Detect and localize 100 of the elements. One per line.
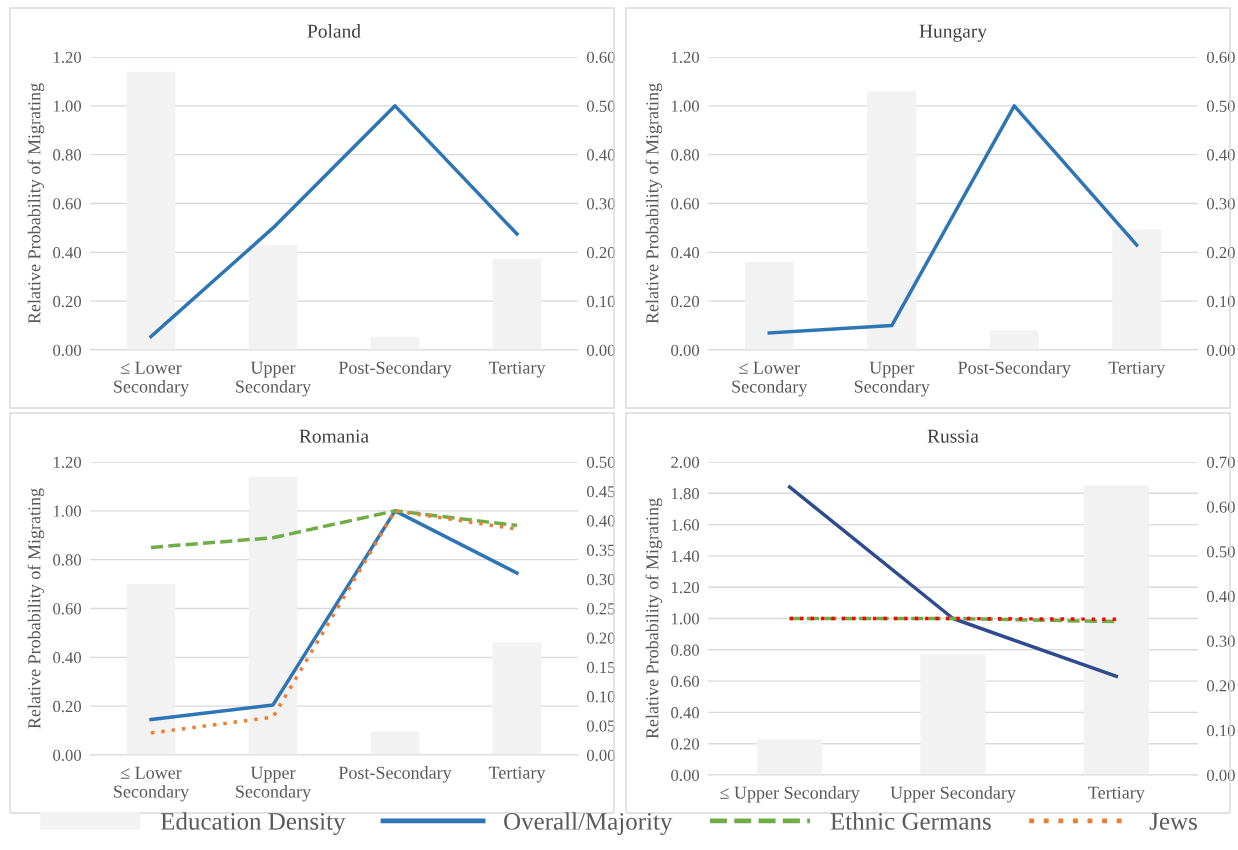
bar: [1112, 229, 1162, 350]
x-tick-label: ≤ Lower Secondary: [114, 361, 190, 397]
bar: [492, 642, 542, 755]
y2-tick-label: 0.30: [1206, 635, 1235, 647]
y-tick-label: 1.20: [53, 51, 82, 64]
y2-tick-label: 0.10: [586, 295, 615, 308]
y2-tick-label: 0.20: [1206, 247, 1235, 259]
y-tick-label: 1.60: [671, 519, 700, 531]
y-tick-label: 0.40: [53, 247, 82, 259]
bar: [757, 739, 823, 775]
legend-label: Education Density: [160, 812, 346, 835]
x-tick-label: Post-Secondary: [338, 766, 452, 783]
y-tick-label: 0.60: [671, 675, 700, 688]
y2-tick-label: 0.30: [586, 198, 615, 210]
y2-tick-label: 0.20: [586, 632, 615, 644]
y-tick-label: 1.00: [671, 613, 700, 625]
bar: [248, 245, 298, 350]
bar: [370, 731, 420, 755]
x-tick-label: Tertiary: [1088, 786, 1145, 803]
y-tick-label: 0.20: [671, 295, 700, 308]
y-tick-label: 0.00: [53, 749, 82, 762]
bar: [126, 583, 176, 755]
y-tick-label: 1.80: [671, 488, 700, 500]
y2-tick-label: 0.10: [1206, 724, 1235, 737]
y2-tick-label: 0.60: [586, 51, 615, 64]
y-tick-label: 0.20: [53, 700, 82, 713]
x-tick-label: Upper Secondary: [854, 361, 930, 397]
y-axis-title: Relative Probability of Migrating: [645, 83, 663, 324]
x-tick-label: ≤ Lower Secondary: [732, 361, 808, 397]
y-tick-label: 0.80: [53, 149, 82, 161]
y2-tick-label: 0.00: [586, 344, 615, 357]
y2-tick-label: 0.40: [586, 515, 615, 527]
y2-tick-label: 0.50: [586, 456, 615, 469]
y-tick-label: 1.00: [53, 505, 82, 517]
y-tick-label: 0.60: [53, 198, 82, 210]
y-axis-title: Relative Probability of Migrating: [27, 488, 45, 729]
y-tick-label: 1.20: [671, 51, 700, 64]
y2-tick-label: 0.35: [586, 544, 615, 556]
x-tick-label: Upper Secondary: [236, 361, 312, 397]
y-tick-label: 0.20: [671, 738, 700, 750]
bar: [248, 476, 298, 755]
y2-tick-label: 0.00: [1206, 344, 1235, 357]
bar: [370, 336, 420, 350]
x-tick-label: Post-Secondary: [958, 361, 1071, 378]
y2-tick-label: 0.60: [1206, 51, 1235, 64]
legend-label: Ethnic Germans: [830, 812, 991, 830]
bar: [920, 654, 986, 775]
y-tick-label: 0.60: [53, 603, 82, 615]
bar: [126, 71, 176, 350]
chart-title: Hungary: [919, 24, 987, 42]
y2-tick-label: 0.30: [586, 573, 615, 586]
chart-title: Romania: [299, 429, 369, 443]
y2-tick-label: 0.15: [586, 661, 615, 674]
x-tick-label: ≤ Lower Secondary: [114, 766, 190, 802]
y-tick-label: 1.20: [53, 456, 82, 469]
y-tick-label: 1.00: [53, 100, 82, 112]
y2-tick-label: 0.50: [1206, 100, 1235, 112]
y2-tick-label: 0.05: [586, 720, 615, 732]
bar: [744, 262, 794, 350]
x-tick-label: Tertiary: [1108, 361, 1166, 378]
x-tick-label: Post-Secondary: [338, 361, 452, 378]
y2-tick-label: 0.40: [586, 149, 615, 161]
y-tick-label: 1.20: [671, 581, 700, 594]
legend-label: Overall/Majority: [504, 812, 673, 835]
line-series: [149, 509, 519, 550]
x-tick-label: Tertiary: [488, 361, 546, 378]
y2-tick-label: 0.10: [586, 691, 615, 703]
legend-label: Jews: [1149, 813, 1197, 830]
y2-tick-label: 0.50: [586, 100, 615, 112]
y2-tick-label: 0.70: [1206, 456, 1235, 469]
y-tick-label: 0.40: [671, 707, 700, 719]
bar: [492, 258, 542, 350]
line-series: [149, 104, 519, 339]
y2-tick-label: 0.20: [1206, 680, 1235, 692]
chart-title: Poland: [307, 24, 361, 38]
y2-tick-label: 0.10: [1206, 295, 1235, 308]
y-tick-label: 0.40: [53, 652, 82, 664]
y2-tick-label: 0.45: [586, 486, 615, 498]
y2-tick-label: 0.50: [1206, 546, 1235, 558]
y-tick-label: 0.60: [671, 198, 700, 210]
x-tick-label: ≤ Upper Secondary: [720, 786, 860, 803]
y-tick-label: 0.80: [53, 554, 82, 566]
y-axis-title: Relative Probability of Migrating: [645, 498, 663, 739]
y-tick-label: 0.00: [53, 344, 82, 357]
y-tick-label: 0.40: [671, 247, 700, 259]
y-tick-label: 0.20: [53, 295, 82, 308]
y2-tick-label: 0.60: [1206, 501, 1235, 513]
x-tick-label: Tertiary: [488, 766, 546, 783]
y2-tick-label: 0.00: [1206, 769, 1235, 782]
y-tick-label: 2.00: [671, 456, 700, 469]
y-tick-label: 0.00: [671, 344, 700, 357]
y-axis-title: Relative Probability of Migrating: [27, 83, 45, 324]
y-tick-label: 0.00: [671, 769, 700, 782]
y2-tick-label: 0.25: [586, 603, 615, 615]
y2-tick-label: 0.30: [1206, 198, 1235, 210]
bar: [1083, 485, 1149, 775]
y2-tick-label: 0.00: [586, 749, 615, 762]
chart-title: Russia: [927, 429, 979, 443]
x-tick-label: Upper Secondary: [236, 766, 312, 802]
y2-tick-label: 0.40: [1206, 590, 1235, 603]
